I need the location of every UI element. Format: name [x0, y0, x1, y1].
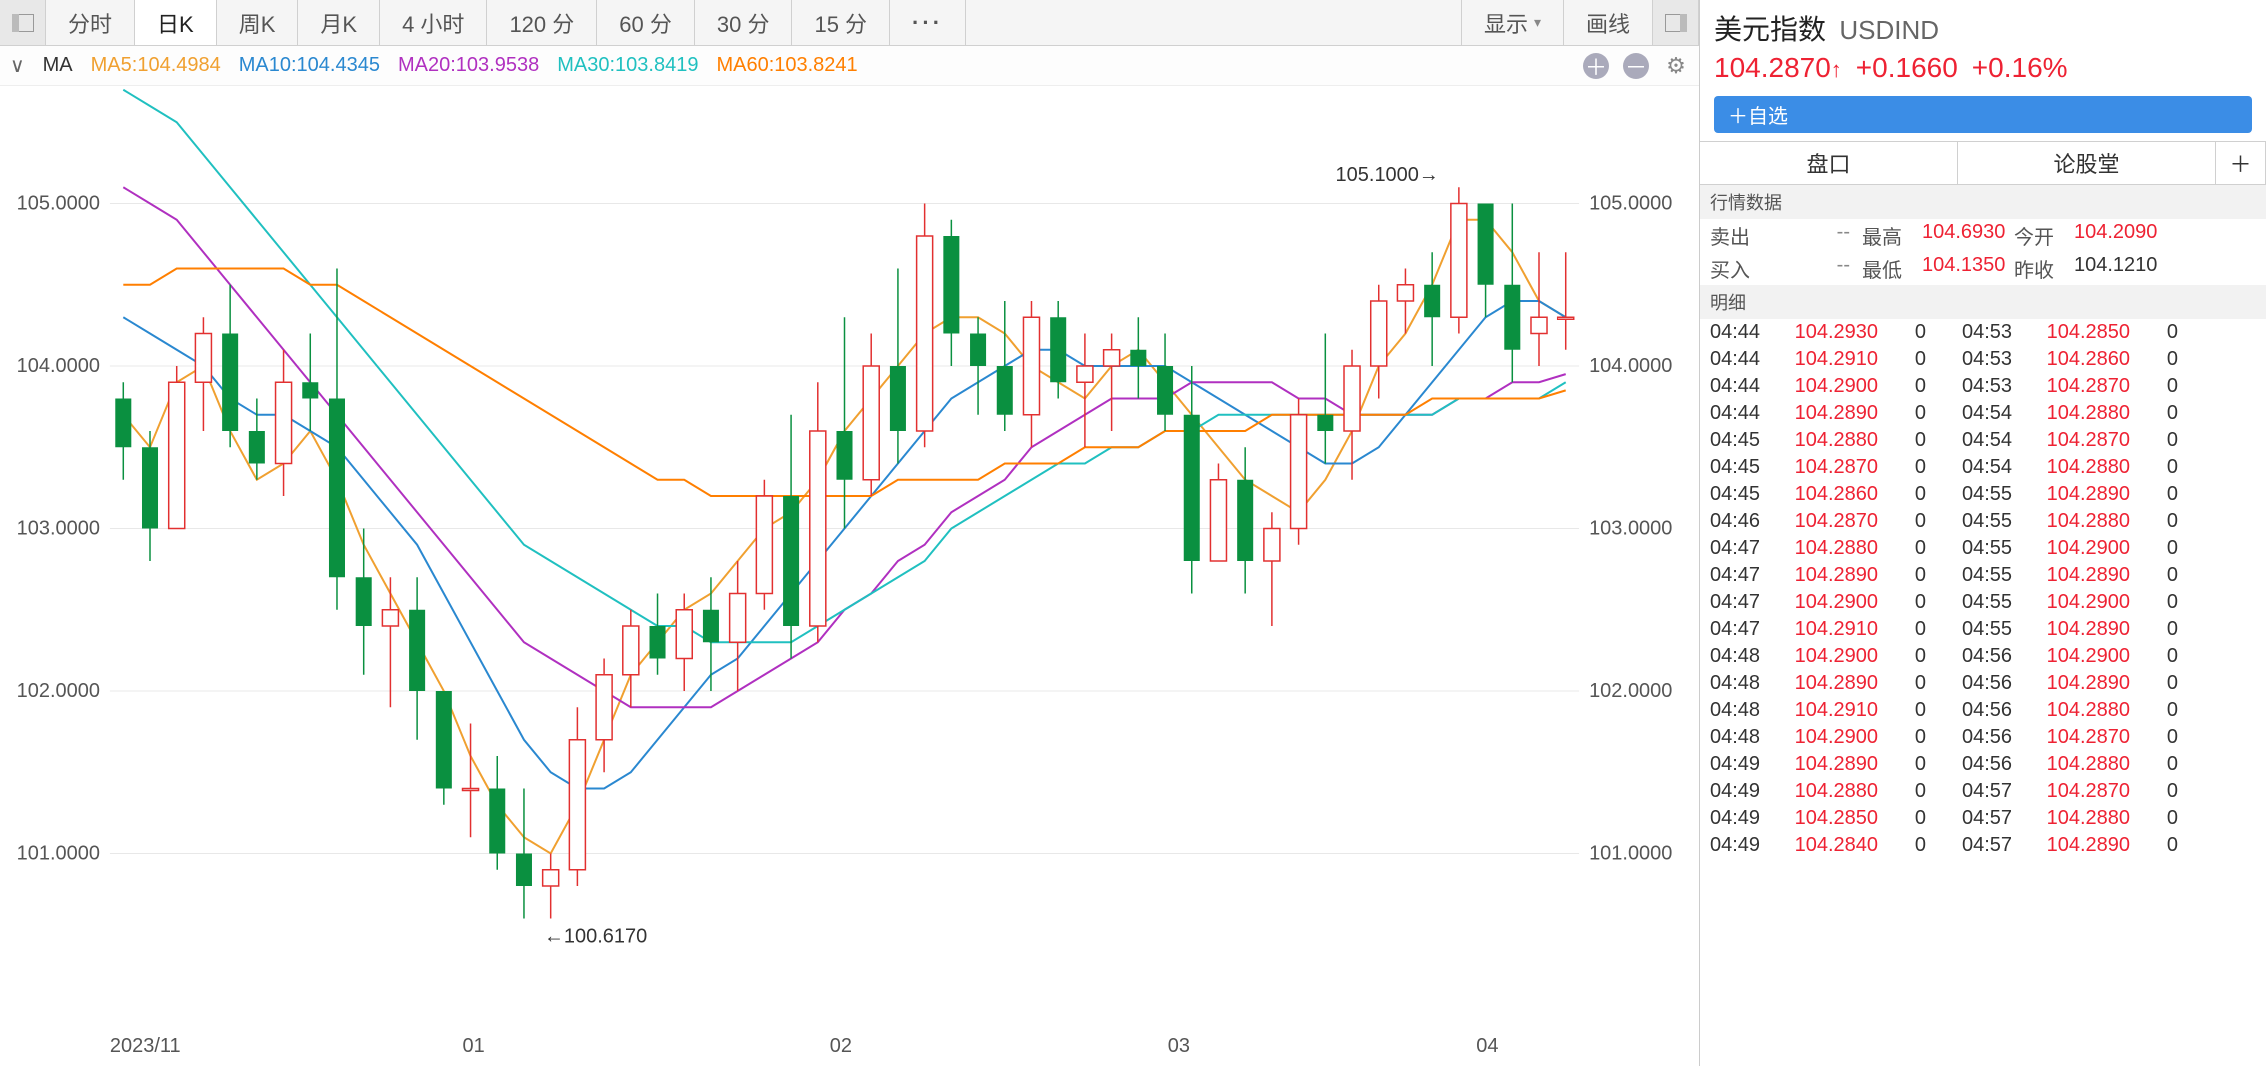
- display-dropdown[interactable]: 显示: [1462, 0, 1564, 45]
- open-label: 今开: [2014, 221, 2062, 250]
- high-value: 104.6930: [1922, 221, 2002, 250]
- svg-text:2023/11: 2023/11: [110, 1035, 181, 1057]
- sell-value: --: [1770, 221, 1850, 250]
- tick-row: 04:49104.2890004:56104.28800: [1700, 751, 2266, 778]
- quote-line: 104.2870↑ +0.1660 +0.16%: [1700, 52, 2266, 92]
- svg-text:105.0000: 105.0000: [17, 192, 100, 214]
- svg-text:04: 04: [1476, 1035, 1498, 1057]
- timeframe-tab[interactable]: 月K: [298, 0, 380, 45]
- settings-icon[interactable]: ⚙: [1663, 53, 1689, 79]
- ma-value: MA10:104.4345: [239, 54, 380, 77]
- low-label: 最低: [1862, 254, 1910, 283]
- section-market-data: 行情数据: [1700, 185, 2266, 219]
- timeframe-tab[interactable]: 周K: [217, 0, 299, 45]
- tick-row: 04:46104.2870004:55104.28800: [1700, 508, 2266, 535]
- svg-text:01: 01: [463, 1035, 485, 1057]
- low-value: 104.1350: [1922, 254, 2002, 283]
- ma-value: MA60:103.8241: [716, 54, 857, 77]
- tick-row: 04:49104.2880004:57104.28700: [1700, 778, 2266, 805]
- ticker-header: 美元指数 USDIND: [1700, 0, 2266, 52]
- svg-text:105.1000→: 105.1000→: [1336, 164, 1439, 186]
- svg-text:101.0000: 101.0000: [1589, 842, 1672, 864]
- tick-row: 04:49104.2850004:57104.28800: [1700, 805, 2266, 832]
- price-change-pct: +0.16%: [1972, 52, 2068, 84]
- panel-toggle-icon[interactable]: [0, 0, 46, 45]
- ma-value: MA20:103.9538: [398, 54, 539, 77]
- tick-row: 04:48104.2910004:56104.28800: [1700, 697, 2266, 724]
- drawline-button[interactable]: 画线: [1564, 0, 1653, 45]
- tab-add[interactable]: ＋: [2216, 142, 2266, 184]
- svg-text:02: 02: [830, 1035, 852, 1057]
- ma-label: MA: [43, 54, 73, 77]
- ma-indicator-bar: ∨ MA MA5:104.4984 MA10:104.4345 MA20:103.9…: [0, 46, 1699, 86]
- ma-value: MA30:103.8419: [557, 54, 698, 77]
- svg-text:105.0000: 105.0000: [1589, 192, 1672, 214]
- price-change: +0.1660: [1856, 52, 1958, 84]
- open-value: 104.2090: [2074, 221, 2154, 250]
- tick-row: 04:47104.2880004:55104.29000: [1700, 535, 2266, 562]
- tick-row: 04:47104.2890004:55104.28900: [1700, 562, 2266, 589]
- more-timeframes[interactable]: ···: [890, 0, 966, 45]
- prev-value: 104.1210: [2074, 254, 2154, 283]
- tick-row: 04:44104.2900004:53104.28700: [1700, 373, 2266, 400]
- buy-value: --: [1770, 254, 1850, 283]
- section-ticks: 明细: [1700, 285, 2266, 319]
- tick-row: 04:45104.2880004:54104.28700: [1700, 427, 2266, 454]
- timeframe-tab[interactable]: 分时: [46, 0, 135, 45]
- svg-text:103.0000: 103.0000: [1589, 517, 1672, 539]
- ticker-code: USDIND: [1839, 15, 1939, 45]
- tick-row: 04:44104.2930004:53104.28500: [1700, 319, 2266, 346]
- tick-row: 04:49104.2840004:57104.28900: [1700, 832, 2266, 859]
- candlestick-chart[interactable]: 101.0000 101.0000 102.0000 102.0000 103.0000…: [0, 86, 1699, 1066]
- ticker-name: 美元指数: [1714, 14, 1826, 45]
- tick-row: 04:48104.2900004:56104.28700: [1700, 724, 2266, 751]
- svg-text:104.0000: 104.0000: [1589, 355, 1672, 377]
- tab-pankou[interactable]: 盘口: [1700, 142, 1958, 184]
- sell-label: 卖出: [1710, 221, 1758, 250]
- add-favorite-button[interactable]: ＋自选: [1714, 96, 2252, 133]
- svg-text:103.0000: 103.0000: [17, 517, 100, 539]
- svg-text:←100.6170: ←100.6170: [544, 925, 647, 947]
- timeframe-tab[interactable]: 30 分: [695, 0, 793, 45]
- ma-value: MA5:104.4984: [91, 54, 221, 77]
- timeframe-tab[interactable]: 120 分: [487, 0, 597, 45]
- last-price: 104.2870↑: [1714, 52, 1842, 84]
- svg-text:102.0000: 102.0000: [1589, 680, 1672, 702]
- timeframe-tab[interactable]: 日K: [135, 0, 217, 45]
- ma-chevron-icon[interactable]: ∨: [10, 53, 25, 78]
- buy-label: 买入: [1710, 254, 1758, 283]
- tick-row: 04:48104.2890004:56104.28900: [1700, 670, 2266, 697]
- tick-row: 04:44104.2890004:54104.28800: [1700, 400, 2266, 427]
- tick-row: 04:47104.2910004:55104.28900: [1700, 616, 2266, 643]
- add-indicator-icon[interactable]: ＋: [1583, 53, 1609, 79]
- timeframe-tab[interactable]: 60 分: [597, 0, 695, 45]
- remove-indicator-icon[interactable]: －: [1623, 53, 1649, 79]
- timeframe-tab[interactable]: 15 分: [792, 0, 890, 45]
- tick-row: 04:45104.2860004:55104.28900: [1700, 481, 2266, 508]
- tick-row: 04:47104.2900004:55104.29000: [1700, 589, 2266, 616]
- tab-lungutang[interactable]: 论股堂: [1958, 142, 2216, 184]
- timeframe-toolbar: 分时日K周K月K4 小时120 分60 分30 分15 分 ··· 显示 画线: [0, 0, 1699, 46]
- svg-text:104.0000: 104.0000: [17, 355, 100, 377]
- svg-text:102.0000: 102.0000: [17, 680, 100, 702]
- svg-text:03: 03: [1168, 1035, 1190, 1057]
- tick-row: 04:45104.2870004:54104.28800: [1700, 454, 2266, 481]
- svg-text:101.0000: 101.0000: [17, 842, 100, 864]
- prev-label: 昨收: [2014, 254, 2062, 283]
- high-label: 最高: [1862, 221, 1910, 250]
- tick-row: 04:48104.2900004:56104.29000: [1700, 643, 2266, 670]
- panel-toggle-right-icon[interactable]: [1653, 0, 1699, 45]
- timeframe-tab[interactable]: 4 小时: [380, 0, 487, 45]
- tick-row: 04:44104.2910004:53104.28600: [1700, 346, 2266, 373]
